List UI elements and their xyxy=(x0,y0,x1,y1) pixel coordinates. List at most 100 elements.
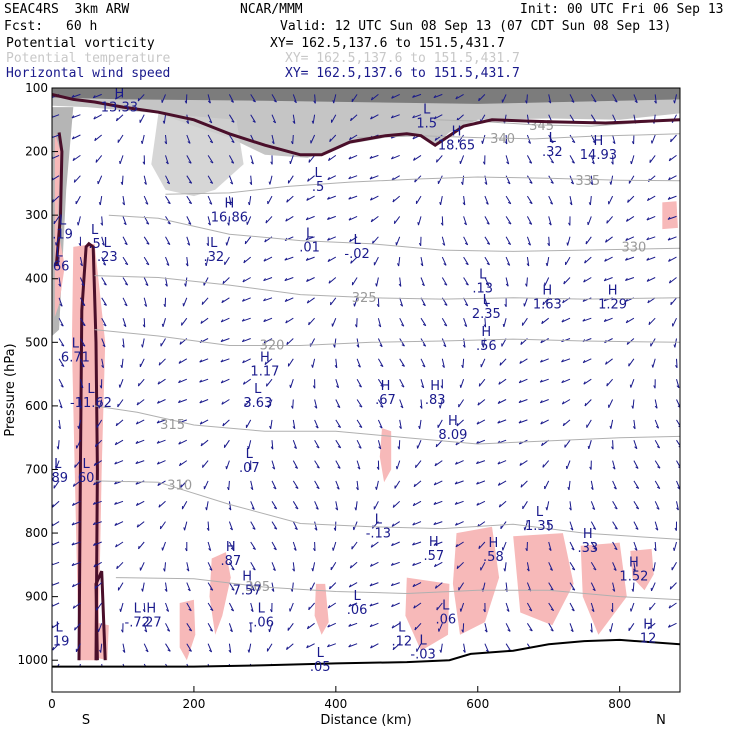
wind-vector xyxy=(93,541,102,546)
wind-vector xyxy=(564,439,571,448)
wind-vector-head xyxy=(545,507,548,511)
wind-vector-head xyxy=(657,466,661,469)
wind-vector xyxy=(590,582,596,591)
wind-vector-head xyxy=(349,565,352,569)
wind-vector-head xyxy=(156,420,160,424)
wind-vector xyxy=(186,175,193,184)
wind-vector-head xyxy=(646,217,650,221)
wind-vector-head xyxy=(413,157,416,161)
wind-vector xyxy=(399,358,405,367)
wind-vector-head xyxy=(204,262,207,267)
wind-vector xyxy=(654,439,661,449)
wind-vector-head xyxy=(58,426,61,430)
wind-vector-head xyxy=(400,303,403,307)
wind-vector-head xyxy=(498,381,501,385)
wind-vector-head xyxy=(547,242,550,247)
wind-vector xyxy=(584,256,592,264)
wind-vector-head xyxy=(570,629,574,633)
wind-vector xyxy=(369,582,379,587)
wind-vector-head xyxy=(412,583,416,587)
wind-vector-head xyxy=(59,405,63,409)
wind-vector xyxy=(561,317,571,323)
wind-vector xyxy=(377,358,384,367)
theta-contour-line xyxy=(435,119,680,127)
wind-vector-head xyxy=(605,361,608,365)
wind-vector xyxy=(328,277,337,284)
wind-vector xyxy=(455,93,464,100)
wind-vector xyxy=(157,378,166,385)
wind-vector xyxy=(93,460,102,467)
wind-vector-head xyxy=(220,359,224,363)
wind-vector xyxy=(306,643,315,649)
wind-vector xyxy=(398,440,401,450)
wind-vector-head xyxy=(72,483,75,487)
wind-vector xyxy=(101,256,107,266)
wind-vector-head xyxy=(646,237,650,241)
wind-vector xyxy=(542,460,550,468)
wind-vector xyxy=(122,297,128,307)
model-name: SEAC4RS 3km ARW xyxy=(4,2,130,17)
wind-vector xyxy=(652,358,656,368)
high-marker: H xyxy=(481,325,491,340)
wind-vector xyxy=(157,460,166,465)
wind-vector xyxy=(356,419,363,428)
wind-vector xyxy=(72,154,81,162)
wind-vector-head xyxy=(549,202,553,205)
wind-vector-head xyxy=(539,400,543,404)
wind-vector xyxy=(205,256,209,267)
wind-vector xyxy=(393,216,401,224)
wind-vector-head xyxy=(412,115,415,119)
wind-vector-head xyxy=(461,181,464,185)
wind-vector-head xyxy=(356,344,360,348)
wind-vector xyxy=(459,155,465,164)
wind-vector xyxy=(348,215,358,221)
wind-vector xyxy=(307,297,315,304)
wind-vector-head xyxy=(354,324,358,328)
wind-vector-head xyxy=(252,120,256,123)
wind-vector-head xyxy=(391,523,395,527)
wind-vector-head xyxy=(268,181,271,185)
wind-vector xyxy=(503,318,507,328)
wind-vector xyxy=(335,480,340,490)
wind-vector xyxy=(562,419,571,427)
wind-vector xyxy=(122,338,125,348)
wind-vector-head xyxy=(271,141,275,145)
low-marker: L xyxy=(419,633,427,648)
wind-vector xyxy=(221,399,230,405)
wind-vector xyxy=(228,114,235,123)
wind-vector xyxy=(433,480,443,486)
wind-vector-head xyxy=(188,201,192,205)
wind-vector-head xyxy=(73,179,76,183)
wind-vector-head xyxy=(184,283,187,287)
wind-vector-head xyxy=(519,360,522,364)
wind-vector xyxy=(612,501,618,510)
wind-vector xyxy=(222,419,230,427)
wind-vector xyxy=(284,256,294,261)
wind-vector xyxy=(348,154,358,160)
wind-vector xyxy=(412,114,422,119)
wind-vector-head xyxy=(443,344,447,348)
wind-vector xyxy=(307,175,315,182)
wind-vector-head xyxy=(252,568,256,571)
wind-vector xyxy=(569,602,575,612)
wind-vector xyxy=(356,460,361,470)
wind-vector xyxy=(628,623,635,632)
wind-vector-head xyxy=(99,385,102,389)
wind-vector-head xyxy=(209,140,213,144)
wind-vector-head xyxy=(609,629,611,633)
wind-vector-head xyxy=(673,344,676,348)
wind-vector xyxy=(484,236,491,245)
wind-vector xyxy=(115,93,124,100)
wind-vector-head xyxy=(583,381,586,385)
wind-vector-head xyxy=(273,486,277,490)
wind-vector-head xyxy=(582,360,586,363)
wind-vector xyxy=(228,216,230,226)
wind-vector xyxy=(569,501,572,511)
wind-vector xyxy=(328,602,337,609)
wind-vector xyxy=(138,541,145,550)
wind-vector xyxy=(199,378,209,383)
wind-vector-head xyxy=(333,344,336,348)
wind-vector xyxy=(569,134,576,143)
wind-vector xyxy=(143,623,148,633)
wind-vector xyxy=(329,582,337,590)
